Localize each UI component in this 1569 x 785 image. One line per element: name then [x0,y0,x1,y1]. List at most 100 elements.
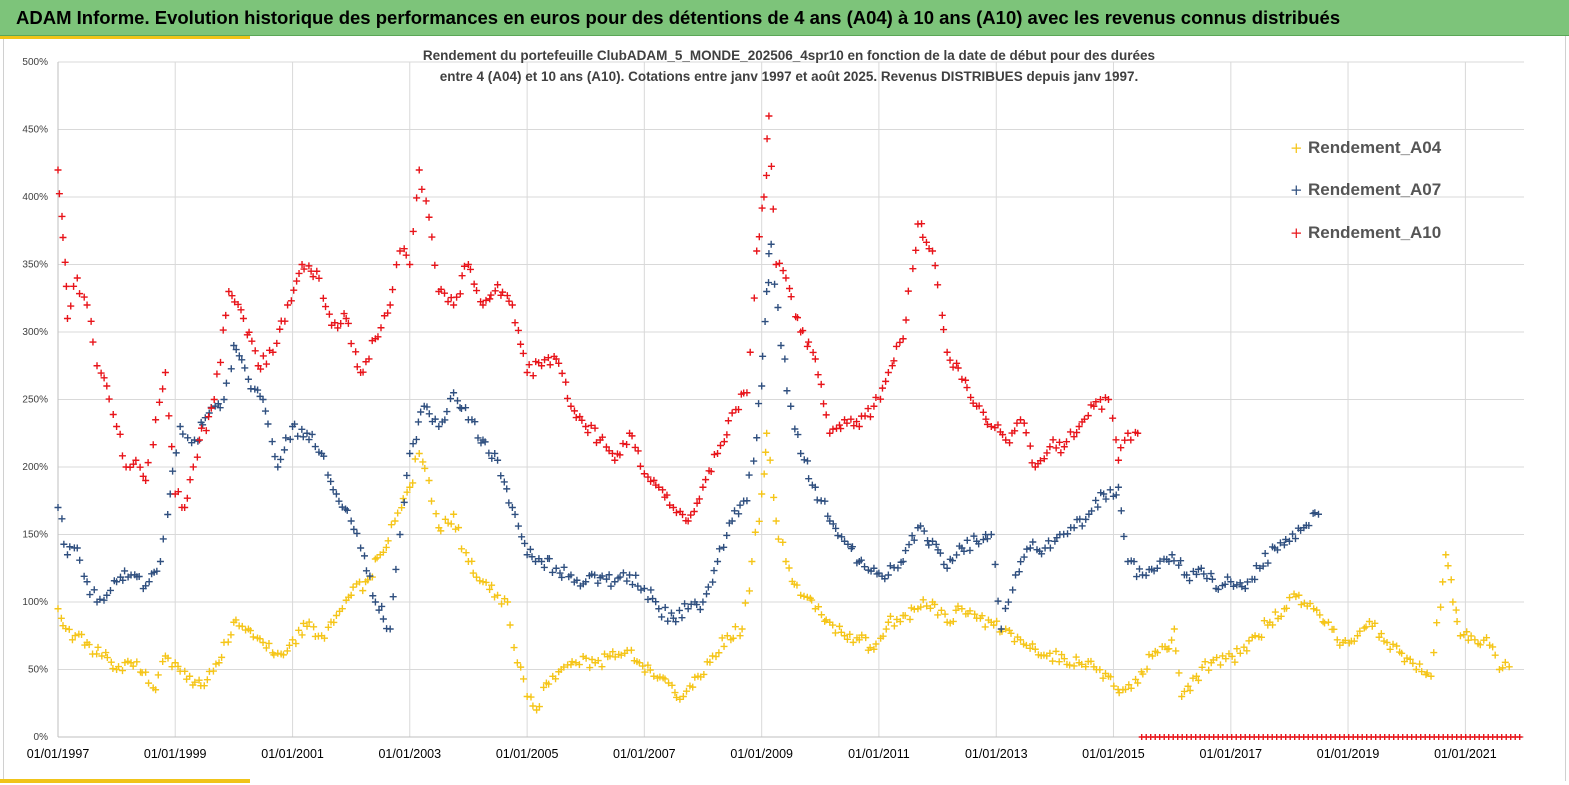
data-point-interpolated [646,666,654,674]
data-point-interpolated [379,548,387,556]
data-point-interpolated [1291,535,1299,543]
data-point-interpolated [902,316,910,324]
data-point-interpolated [716,441,724,449]
data-point-interpolated [890,357,898,365]
data-point-interpolated [285,641,293,649]
data-point-interpolated [268,438,276,446]
data-point-interpolated [1082,663,1090,671]
data-point [494,591,502,599]
x-axis-tick-labels: 01/01/1997 01/01/1999 01/01/2001 01/01/2003… [27,747,1497,761]
data-point-interpolated [222,311,230,319]
data-point-interpolated [411,455,419,463]
data-point-interpolated [582,654,590,662]
data-point [1412,666,1420,673]
data-point-interpolated [813,496,821,504]
data-point-interpolated [1186,686,1194,694]
data-point-interpolated [983,420,991,428]
data-point-interpolated [983,535,991,543]
data-point-interpolated [592,439,600,447]
data-point [1170,625,1178,633]
data-point-interpolated [103,654,111,662]
data-point [479,301,487,309]
data-point-interpolated [293,277,301,285]
data-point [1104,396,1112,403]
data-point-interpolated [456,290,464,298]
data-point-interpolated [803,342,811,350]
data-point-interpolated [1049,436,1057,444]
data-point-interpolated [556,569,564,577]
data-point-interpolated [1009,586,1017,594]
data-point-interpolated [1022,641,1030,649]
data-point-interpolated [918,220,926,228]
data-point [259,639,267,646]
data-point-interpolated [1076,515,1084,523]
data-point-interpolated [808,596,816,604]
data-point-interpolated [350,525,358,533]
data-point-interpolated [511,319,519,327]
data-point-interpolated [905,541,913,549]
data-point-interpolated [879,632,887,640]
data-point-interpolated [1064,530,1072,538]
data-point-interpolated [1433,619,1441,627]
data-point [1354,632,1362,640]
legend-marker-a07: + [1290,181,1303,199]
data-point [841,632,849,640]
data-point-interpolated [535,703,543,711]
data-point-interpolated [786,284,794,292]
data-point [244,375,252,383]
data-point-interpolated [1092,398,1100,406]
data-point-interpolated [1066,428,1074,436]
data-point [1505,663,1513,671]
data-point-interpolated [1186,577,1194,585]
data-point-interpolated [1192,570,1200,578]
data-point [538,362,546,370]
data-point [332,612,340,619]
data-point-interpolated [116,430,124,438]
data-point-interpolated [80,293,88,301]
data-point-interpolated [310,623,318,631]
data-point-interpolated [428,497,436,505]
data-point-interpolated [280,446,288,454]
data-point-interpolated [384,537,392,545]
data-point [943,564,951,572]
data-point-interpolated [904,287,912,295]
data-point-interpolated [1088,507,1096,515]
data-point-interpolated [292,640,300,648]
data-point-interpolated [932,540,940,548]
data-point [958,605,966,613]
data-point-interpolated [129,662,137,670]
data-point-interpolated [1330,625,1338,633]
data-point [425,477,433,484]
data-point-interpolated [690,507,698,515]
data-point-interpolated [412,435,420,443]
data-point-interpolated [1109,414,1117,422]
data-point-interpolated [181,667,189,675]
data-point-interpolated [636,462,644,470]
data-point-interpolated [647,586,655,594]
x-tick-label: 01/01/2005 [496,747,559,761]
data-point-interpolated [704,583,712,591]
data-point-interpolated [962,376,970,384]
data-point-interpolated [106,586,114,594]
data-point-interpolated [1205,666,1213,674]
data-point [186,672,194,680]
data-point-interpolated [975,540,983,548]
data-point-interpolated [76,556,84,564]
data-point [772,517,780,525]
data-point-interpolated [199,421,207,429]
data-point-interpolated [912,246,920,254]
data-point-interpolated [487,291,495,299]
data-point-interpolated [1087,657,1095,665]
data-point [464,261,472,268]
data-point-interpolated [218,653,226,661]
data-point [650,672,658,680]
data-point [1495,666,1503,673]
data-point-interpolated [598,572,606,580]
data-point-interpolated [920,527,928,535]
data-point-interpolated [934,281,942,289]
data-point-interpolated [58,515,66,523]
data-point-interpolated [300,619,308,627]
data-point-interpolated [850,422,858,430]
data-point [1100,490,1108,498]
data-point-interpolated [668,681,676,689]
